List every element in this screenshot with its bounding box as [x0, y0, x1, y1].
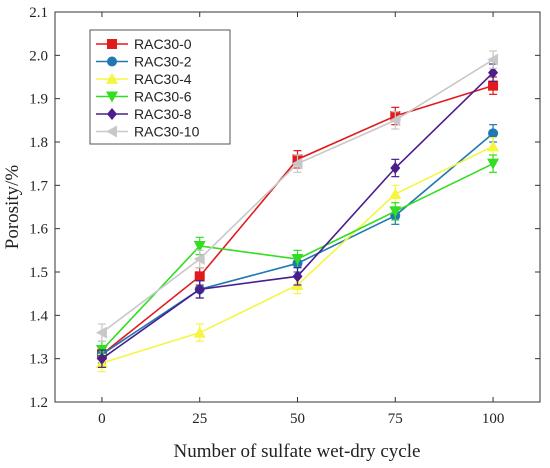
data-point	[488, 66, 499, 79]
data-point	[193, 253, 205, 265]
data-point	[292, 270, 303, 283]
data-point	[390, 162, 401, 174]
data-point	[291, 254, 304, 265]
series-layer	[95, 50, 500, 373]
y-tick-label: 2.1	[29, 5, 48, 21]
data-point	[389, 188, 402, 199]
series-rac30-8	[96, 63, 499, 368]
y-tick-label: 1.7	[29, 178, 48, 194]
legend-label: RAC30-4	[134, 71, 192, 87]
y-tick-label: 1.5	[29, 265, 48, 281]
legend-marker	[107, 108, 117, 120]
y-tick-label: 1.6	[29, 222, 48, 238]
data-point	[291, 157, 303, 170]
data-point	[96, 352, 107, 365]
y-axis-title: Porosity/%	[2, 165, 23, 250]
legend-item: RAC30-8	[96, 106, 192, 122]
y-tick-label: 1.4	[29, 308, 48, 324]
y-tick-label: 1.2	[29, 395, 48, 411]
data-point	[389, 114, 401, 127]
data-point	[389, 206, 402, 218]
legend-label: RAC30-8	[134, 106, 192, 122]
series-rac30-6	[95, 154, 500, 360]
x-tick-label: 50	[290, 411, 305, 427]
y-tick-label: 1.9	[29, 92, 48, 108]
legend-marker	[107, 39, 117, 49]
data-point	[194, 283, 205, 296]
data-point	[194, 271, 205, 282]
x-tick-label: 0	[98, 411, 106, 427]
y-tick-label: 1.3	[29, 352, 48, 368]
y-tick-label: 2.0	[29, 48, 48, 64]
data-point	[487, 140, 500, 152]
legend-marker	[106, 73, 118, 84]
x-tick-label: 100	[482, 411, 505, 427]
data-point	[487, 53, 499, 66]
legend-label: RAC30-2	[134, 54, 192, 70]
y-tick-label: 1.8	[29, 135, 48, 151]
data-point	[487, 158, 500, 170]
legend-label: RAC30-6	[134, 89, 192, 105]
legend-item: RAC30-10	[96, 124, 200, 140]
data-point	[488, 128, 499, 139]
legend-marker	[107, 56, 117, 67]
legend-marker	[106, 91, 118, 103]
data-point	[193, 241, 206, 252]
x-tick-label: 25	[192, 411, 207, 427]
legend-item: RAC30-4	[96, 71, 192, 87]
x-tick-label: 75	[388, 411, 403, 427]
data-point	[488, 80, 499, 91]
data-point	[95, 326, 107, 339]
legend-label: RAC30-10	[134, 124, 200, 140]
ticks-layer: 0 25 50 75 100 1.2 1.3 1.4 1.5 1.6 1.7 1.8 1.9 2.0 2.1	[29, 5, 540, 427]
data-point	[193, 326, 206, 338]
legend-item: RAC30-6	[96, 89, 192, 105]
series-rac30-10	[95, 50, 499, 342]
legend-label: RAC30-0	[134, 36, 192, 52]
legend-item: RAC30-2	[96, 54, 192, 70]
legend-marker	[106, 125, 117, 138]
x-axis-title: Number of sulfate wet-dry cycle	[174, 441, 421, 462]
legend-item: RAC30-0	[96, 36, 192, 52]
